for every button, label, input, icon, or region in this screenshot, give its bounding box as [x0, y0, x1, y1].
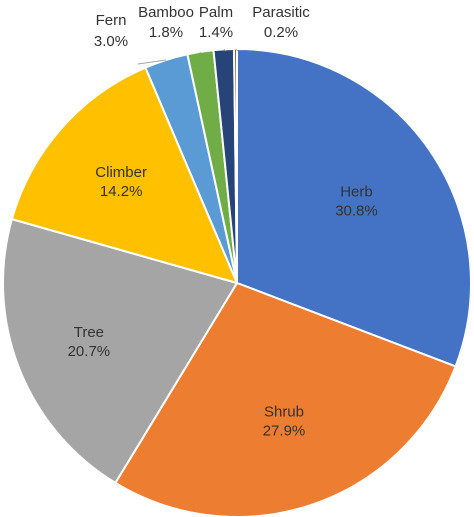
slice-labels: Herb 30.8% Shrub 27.9% Tree 20.7% Climber 14.2%…	[68, 4, 378, 439]
pie-slice-climber	[10, 66, 238, 284]
slice-value-palm: 1.4%	[199, 24, 233, 41]
slice-label-palm: Palm	[199, 4, 233, 21]
pie-slice-shrub	[114, 282, 457, 517]
leader-line-palm	[223, 48, 227, 52]
slice-label-bamboo: Bamboo	[138, 4, 194, 21]
slice-label-shrub: Shrub	[264, 403, 304, 420]
slice-label-parasitic: Parasitic	[252, 4, 310, 21]
pie-slice-tree	[2, 218, 238, 484]
slice-label-climber: Climber	[95, 164, 147, 181]
pie-slice-herb	[236, 48, 472, 368]
leader-lines	[137, 48, 239, 65]
slice-value-herb: 30.8%	[335, 203, 378, 220]
slice-label-fern: Fern	[96, 12, 127, 29]
slice-value-shrub: 27.9%	[263, 422, 306, 439]
slice-value-climber: 14.2%	[100, 183, 143, 200]
slice-value-parasitic: 0.2%	[264, 24, 298, 41]
pie-slices	[2, 48, 472, 517]
slice-label-tree: Tree	[74, 324, 104, 341]
leader-line-fern	[137, 59, 167, 65]
leader-line-parasitic	[235, 48, 239, 52]
slice-label-herb: Herb	[340, 184, 373, 201]
slice-value-tree: 20.7%	[68, 343, 111, 360]
slice-value-bamboo: 1.8%	[149, 24, 183, 41]
slice-value-fern: 3.0%	[94, 33, 128, 50]
